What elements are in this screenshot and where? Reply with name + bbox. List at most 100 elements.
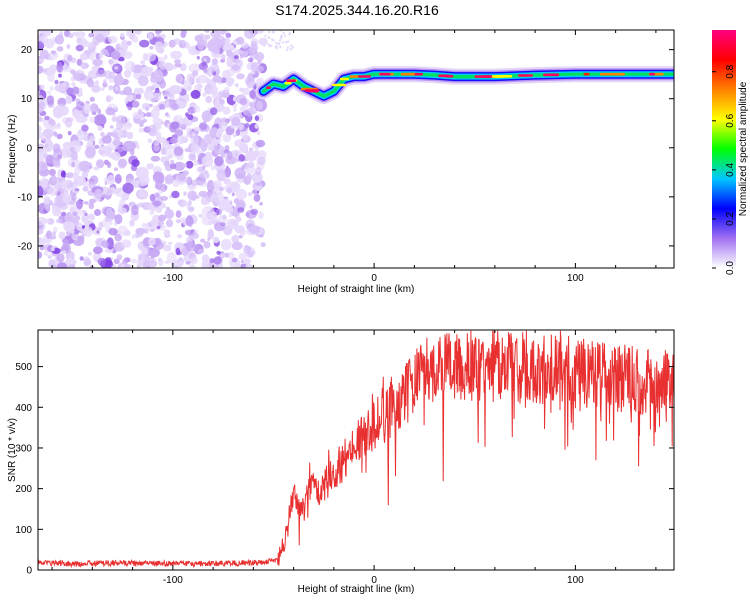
noise-speckle: [60, 179, 68, 190]
y-tick-label: 300: [15, 443, 32, 454]
noise-speckle: [47, 245, 53, 253]
noise-speckle: [226, 56, 233, 62]
noise-speckle: [231, 192, 235, 197]
noise-speckle: [217, 127, 224, 134]
noise-speckle: [290, 44, 293, 47]
noise-speckle: [143, 88, 154, 101]
noise-speckle: [243, 244, 250, 255]
noise-speckle: [150, 155, 161, 162]
noise-speckle: [171, 190, 180, 199]
noise-speckle: [237, 207, 245, 213]
noise-speckle: [152, 200, 162, 207]
noise-speckle: [141, 223, 147, 228]
noise-speckle: [254, 123, 259, 129]
noise-speckle: [82, 209, 87, 214]
noise-speckle: [80, 62, 89, 70]
noise-speckle: [228, 213, 232, 218]
noise-speckle: [45, 154, 55, 164]
noise-speckle: [97, 227, 102, 232]
noise-speckle: [152, 117, 163, 125]
noise-speckle: [98, 54, 104, 59]
noise-speckle: [286, 46, 290, 49]
noise-speckle: [214, 192, 225, 205]
noise-speckle: [183, 257, 189, 263]
noise-speckle: [38, 131, 44, 140]
noise-speckle: [107, 174, 115, 186]
signal-hotspot: [474, 75, 491, 78]
noise-speckle: [65, 250, 75, 262]
noise-speckle: [233, 198, 240, 204]
noise-speckle: [148, 124, 157, 134]
noise-speckle: [170, 121, 180, 130]
noise-speckle: [71, 57, 77, 64]
noise-speckle: [104, 177, 108, 183]
noise-speckle: [55, 124, 61, 130]
noise-speckle: [189, 257, 198, 265]
noise-speckle: [115, 115, 127, 124]
noise-speckle: [240, 259, 244, 264]
noise-speckle: [113, 136, 121, 142]
noise-speckle: [102, 187, 116, 196]
noise-speckle: [202, 92, 207, 97]
noise-speckle: [76, 199, 83, 210]
noise-speckle: [231, 117, 241, 127]
y-tick-label: 0: [26, 143, 32, 154]
noise-speckle: [166, 114, 171, 119]
noise-speckle: [49, 235, 57, 240]
noise-speckle: [220, 238, 232, 251]
noise-speckle: [196, 55, 200, 60]
noise-speckle: [114, 85, 120, 92]
noise-speckle: [218, 186, 224, 191]
noise-speckle: [49, 86, 54, 91]
noise-speckle: [254, 185, 263, 191]
noise-speckle: [85, 146, 96, 158]
noise-speckle: [135, 93, 142, 100]
noise-speckle: [62, 151, 68, 159]
noise-speckle: [281, 41, 285, 44]
y-tick-label: 10: [21, 94, 33, 105]
noise-speckle: [275, 46, 278, 50]
noise-speckle: [188, 153, 196, 161]
noise-speckle: [116, 254, 123, 261]
noise-speckle: [264, 34, 267, 38]
noise-speckle: [101, 135, 112, 144]
spectrogram-frame: [37, 29, 675, 269]
noise-speckle: [238, 154, 246, 162]
noise-speckle: [234, 83, 239, 88]
noise-speckle: [156, 137, 167, 144]
noise-region: [38, 30, 295, 268]
noise-speckle: [215, 208, 223, 216]
noise-speckle: [120, 32, 125, 38]
noise-speckle: [206, 180, 215, 193]
noise-speckle: [145, 52, 157, 62]
noise-speckle: [78, 160, 91, 172]
noise-speckle: [225, 205, 234, 213]
y-tick-label: -20: [18, 241, 33, 252]
noise-speckle: [186, 216, 191, 222]
noise-speckle: [66, 44, 70, 48]
noise-speckle: [195, 77, 201, 84]
noise-speckle: [209, 115, 214, 120]
noise-speckle: [73, 172, 78, 176]
noise-speckle: [200, 238, 206, 243]
noise-speckle: [183, 79, 193, 92]
signal-hotspot: [286, 79, 297, 82]
noise-speckle: [82, 186, 89, 192]
noise-speckle: [81, 171, 89, 179]
noise-speckle: [187, 200, 192, 206]
noise-speckle: [208, 71, 213, 78]
noise-speckle: [259, 201, 263, 206]
noise-speckle: [235, 188, 248, 200]
noise-speckle: [213, 256, 222, 265]
noise-speckle: [61, 250, 67, 254]
noise-speckle: [76, 129, 88, 140]
noise-speckle: [76, 100, 86, 111]
chart-title: S174.2025.344.16.20.R16: [275, 2, 439, 18]
noise-speckle: [87, 213, 95, 220]
noise-speckle: [149, 46, 154, 50]
noise-speckle: [197, 248, 205, 254]
noise-speckle: [239, 142, 249, 153]
noise-speckle: [220, 222, 226, 227]
noise-speckle: [196, 180, 204, 186]
